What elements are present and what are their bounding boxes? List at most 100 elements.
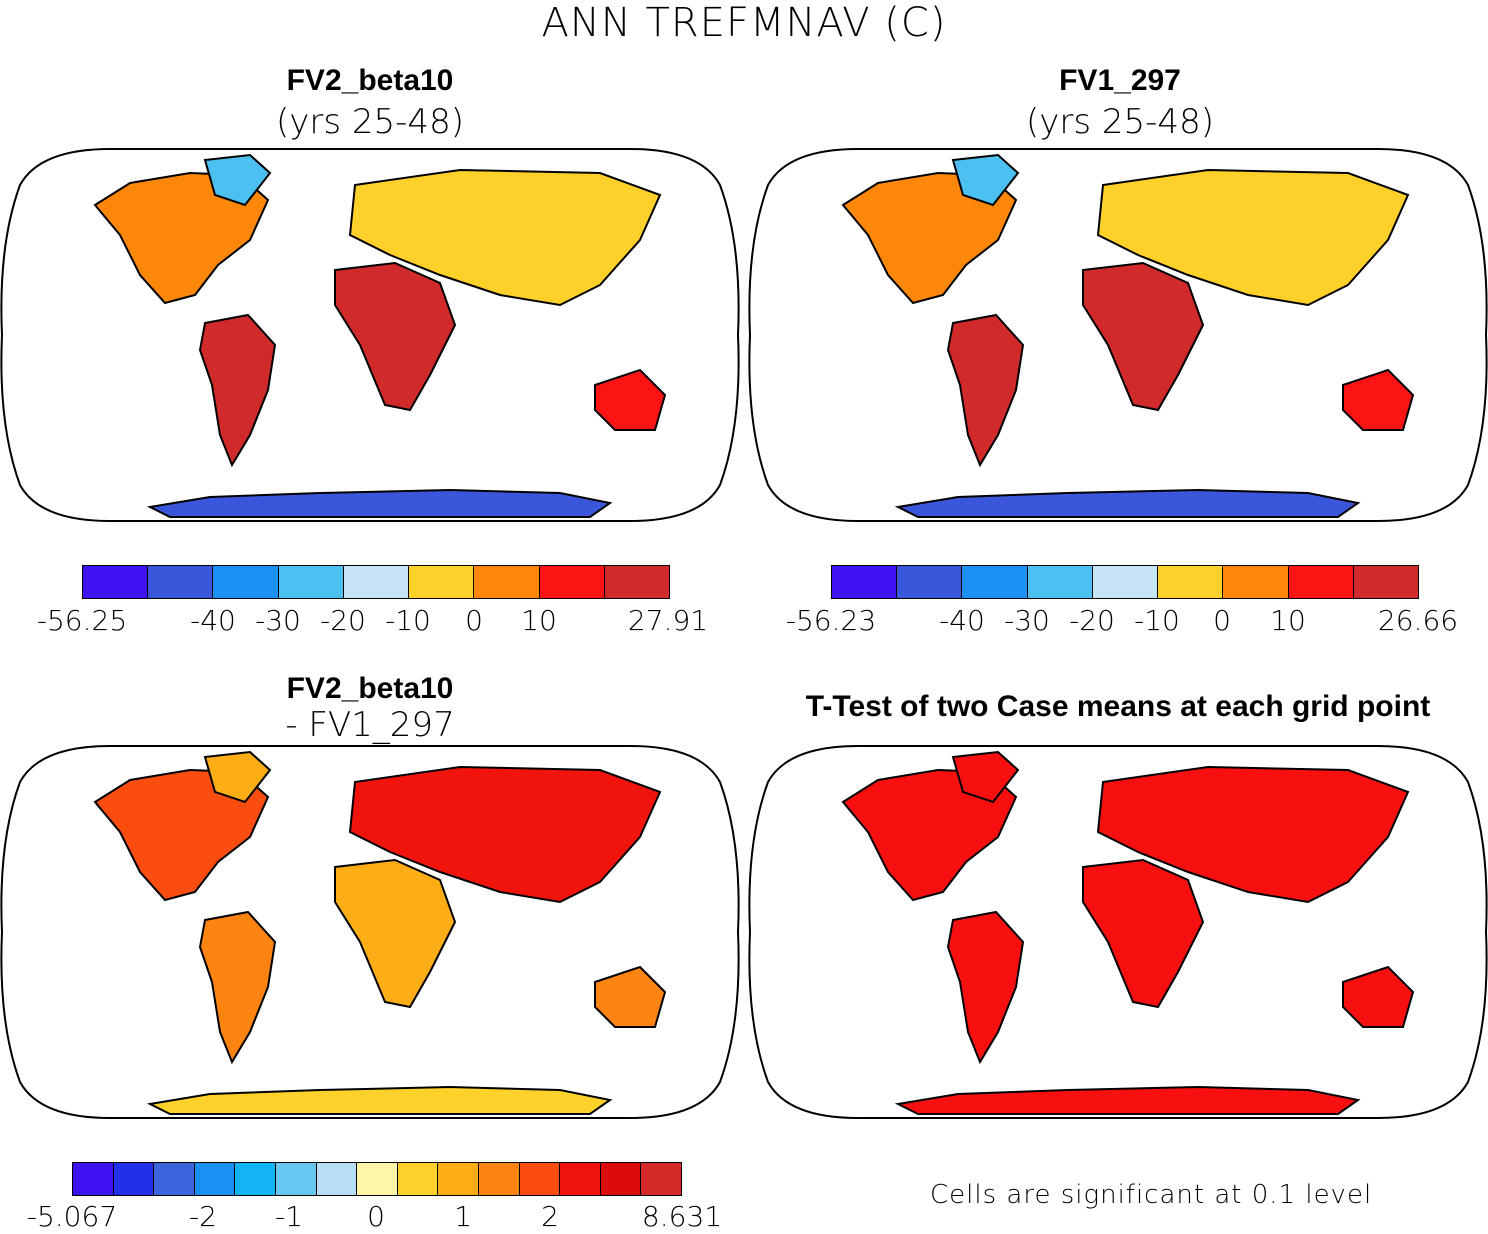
land-antarctica [894,488,1361,518]
tick-label: 26.66 [1377,604,1459,637]
colorbar-swatch [600,1163,642,1195]
land-antarctica [146,488,613,518]
tick-label: 2 [541,1200,559,1233]
colorbar-labels-bottom-left: -5.067 -2 -1 0 1 2 8.631 [0,1200,740,1234]
land-greenland [203,750,272,804]
colorbar-swatch [235,1163,276,1195]
land-antarctica [146,1085,613,1115]
land-north-america [93,171,270,305]
colorbar-labels-top-right: -56.23 -40 -30 -20 -10 0 10 26.66 [748,604,1488,638]
colorbar-swatch [897,566,963,598]
colorbar-swatch [1027,566,1093,598]
tick-label: -30 [1004,604,1050,637]
land-eurasia [1096,168,1410,307]
colorbar-swatch [357,1163,398,1195]
panel-subtitle-top-left: (yrs 25-48) [276,102,464,142]
map-top-right [748,148,1488,522]
land-north-america [841,171,1018,305]
land-africa [1082,261,1205,412]
colorbar-swatch [1092,566,1159,598]
land-eurasia [348,765,662,904]
map-bottom-left [0,745,740,1119]
colorbar-top-right [831,565,1419,599]
land-greenland [951,153,1020,207]
tick-label: -10 [1134,604,1180,637]
tick-label: -40 [939,604,985,637]
colorbar-swatch [478,1163,520,1195]
land-australia [1342,368,1415,431]
tick-label: -40 [190,604,236,637]
map-border [748,148,1488,522]
map-border [748,745,1488,1119]
land-australia [594,965,667,1028]
tick-label: -1 [275,1200,303,1233]
tick-label: -10 [385,604,431,637]
panel-subtitle-bottom-left: - FV1_297 [285,705,455,745]
colorbar-swatch [560,1163,601,1195]
land-south-america [946,910,1025,1065]
land-north-america [841,768,1018,902]
colorbar-swatch [73,1163,114,1195]
colorbar-bottom-left [72,1162,682,1196]
map-border [0,148,740,522]
panel-title-top-left: FV2_beta10 [286,64,454,97]
colorbar-swatch [154,1163,195,1195]
tick-label: -2 [189,1200,217,1233]
tick-label: 8.631 [641,1200,723,1233]
colorbar-swatch [1353,566,1418,598]
tick-label: 27.91 [627,604,709,637]
colorbar-swatch [438,1163,479,1195]
tick-label: 10 [521,604,557,637]
tick-label: -20 [320,604,366,637]
colorbar-swatch [1158,566,1224,598]
tick-label: 0 [1213,604,1231,637]
tick-label: -56.25 [36,604,128,637]
land-south-america [946,313,1025,468]
map-bottom-right [748,745,1488,1119]
tick-label: -20 [1069,604,1115,637]
colorbar-swatch [83,566,149,598]
colorbar-swatch [194,1163,236,1195]
colorbar-swatch [343,566,410,598]
colorbar-swatch [409,566,475,598]
colorbar-swatch [604,566,669,598]
tick-label: -30 [255,604,301,637]
colorbar-swatch [962,566,1028,598]
tick-label: 0 [367,1200,385,1233]
colorbar-swatch [641,1163,681,1195]
colorbar-swatch [213,566,279,598]
colorbar-top-left [82,565,670,599]
tick-label: 1 [454,1200,472,1233]
land-south-america [198,313,277,468]
panel-title-top-right: FV1_297 [1059,64,1181,97]
panel-title-bottom-left: FV2_beta10 [286,672,454,705]
tick-label: -5.067 [26,1200,118,1233]
colorbar-swatch [539,566,605,598]
colorbar-swatch [316,1163,358,1195]
colorbar-labels-top-left: -56.25 -40 -30 -20 -10 0 10 27.91 [0,604,740,638]
significance-note: Cells are significant at 0.1 level [930,1180,1373,1210]
colorbar-swatch [278,566,344,598]
land-africa [334,858,457,1009]
panel-subtitle-top-right: (yrs 25-48) [1026,102,1214,142]
land-greenland [203,153,272,207]
map-top-left [0,148,740,522]
tick-label: 0 [465,604,483,637]
map-border [0,745,740,1119]
land-south-america [198,910,277,1065]
panel-title-bottom-right: T-Test of two Case means at each grid po… [805,690,1431,723]
colorbar-swatch [832,566,898,598]
colorbar-swatch [1223,566,1289,598]
tick-label: -56.23 [785,604,877,637]
colorbar-swatch [519,1163,561,1195]
figure-title: ANN TREFMNAV (C) [541,0,947,46]
colorbar-swatch [1288,566,1354,598]
land-africa [334,261,457,412]
tick-label: 10 [1270,604,1306,637]
colorbar-swatch [275,1163,317,1195]
land-antarctica [894,1085,1361,1115]
land-eurasia [1096,765,1410,904]
land-greenland [951,750,1020,804]
land-eurasia [348,168,662,307]
land-africa [1082,858,1205,1009]
